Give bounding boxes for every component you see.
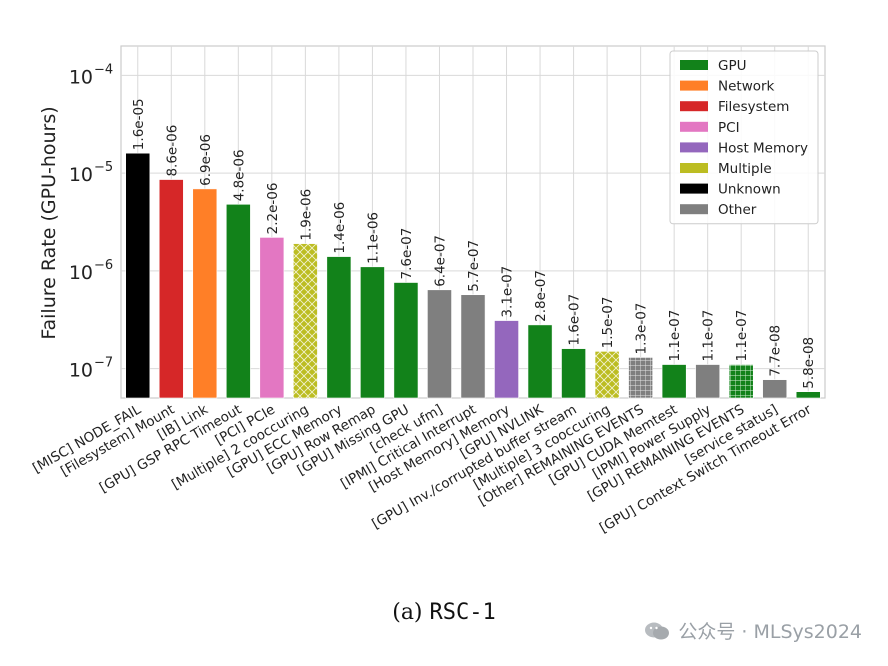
legend-swatch <box>680 80 708 91</box>
legend-label: Network <box>718 79 775 95</box>
bar <box>225 203 251 399</box>
bar-value-label: 1.6e-07 <box>567 294 583 346</box>
bar <box>594 351 620 399</box>
bar-value-label: 2.2e-06 <box>265 183 281 235</box>
y-axis-label: Failure Rate (GPU-hours) <box>38 106 60 339</box>
bar <box>527 324 553 399</box>
bar-value-label: 1.1e-07 <box>667 310 683 362</box>
bar <box>795 391 821 399</box>
bar <box>762 379 788 399</box>
legend-swatch <box>680 183 708 194</box>
bar <box>125 152 151 399</box>
bar <box>561 348 586 399</box>
watermark: 公众号 · MLSys2024 <box>644 617 862 644</box>
bar <box>360 266 385 399</box>
bar <box>728 364 754 399</box>
legend-label: Host Memory <box>718 140 808 156</box>
legend-swatch <box>680 121 708 132</box>
caption-prefix: (a) <box>392 600 430 625</box>
legend-label: Other <box>718 202 757 218</box>
bar <box>293 243 318 399</box>
legend-swatch <box>680 101 708 112</box>
legend-swatch <box>680 142 708 153</box>
bar-value-label: 3.1e-07 <box>500 266 516 318</box>
bar-value-label: 1.9e-06 <box>298 189 314 241</box>
wechat-icon <box>645 622 670 639</box>
legend-box <box>669 50 819 225</box>
bar-value-label: 7.7e-08 <box>768 325 784 377</box>
bar <box>158 179 184 399</box>
bar-value-label: 8.6e-06 <box>164 125 180 177</box>
bar-value-label: 5.7e-07 <box>466 240 482 292</box>
bar <box>427 289 452 399</box>
bar-value-label: 1.6e-05 <box>131 98 147 150</box>
y-tick-exponent: −4 <box>94 62 113 77</box>
bar-value-label: 1.1e-07 <box>734 310 750 362</box>
legend-label: Filesystem <box>718 99 789 115</box>
caption-name: RSC-1 <box>429 600 496 625</box>
bar <box>628 357 653 399</box>
bar <box>460 294 486 399</box>
y-tick-label: 10 <box>69 66 93 88</box>
bar <box>393 282 419 399</box>
legend: GPU Network Filesystem PCI Host Memory Multip… <box>669 50 819 225</box>
bar-value-label: 1.1e-06 <box>365 212 381 264</box>
bar <box>192 188 218 399</box>
bar <box>494 320 519 399</box>
bar-value-label: 4.8e-06 <box>231 149 247 201</box>
bar <box>661 364 687 399</box>
bar <box>326 256 352 399</box>
legend-label: Multiple <box>718 161 772 177</box>
bar-value-label: 1.4e-06 <box>332 202 348 254</box>
bar-value-label: 6.4e-07 <box>432 235 448 287</box>
y-tick-label: 10 <box>69 360 93 382</box>
legend-label: PCI <box>718 120 740 136</box>
legend-label: Unknown <box>718 182 781 198</box>
bar-value-label: 1.1e-07 <box>701 310 717 362</box>
bar-value-label: 5.8e-08 <box>801 337 817 389</box>
bar <box>695 364 721 399</box>
bar-value-label: 1.5e-07 <box>600 297 616 349</box>
y-tick-exponent: −7 <box>94 356 113 371</box>
legend-swatch <box>680 60 708 70</box>
legend-swatch <box>680 204 708 215</box>
bar-value-label: 2.8e-07 <box>533 270 549 322</box>
legend-swatch <box>680 163 708 173</box>
bar-value-label: 1.3e-07 <box>634 303 650 355</box>
y-tick-label: 10 <box>69 262 93 284</box>
watermark-text: 公众号 · MLSys2024 <box>678 621 862 643</box>
bar-value-label: 7.6e-07 <box>399 228 415 280</box>
legend-label: GPU <box>718 58 746 74</box>
bar-value-label: 6.9e-06 <box>198 134 214 186</box>
y-tick-exponent: −6 <box>94 258 113 273</box>
y-tick-exponent: −5 <box>94 160 113 175</box>
y-tick-label: 10 <box>69 164 93 186</box>
bar <box>259 237 285 399</box>
figure-caption: (a) RSC-1 <box>0 600 888 625</box>
